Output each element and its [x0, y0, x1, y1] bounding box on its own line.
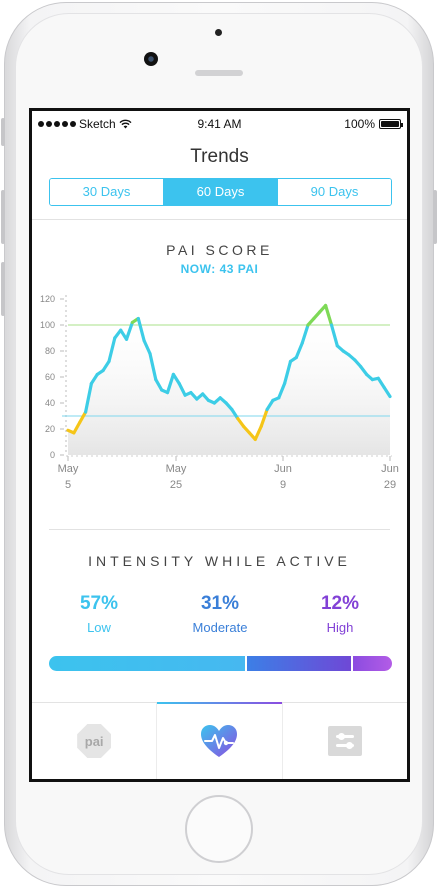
series-segment-40 — [300, 323, 310, 345]
y-tick-label-100: 100 — [40, 320, 55, 330]
y-tick-label-80: 80 — [45, 346, 55, 356]
wifi-icon — [119, 119, 132, 129]
stat-low-value: 57% — [79, 593, 119, 614]
signal-strength-icon — [38, 121, 76, 127]
series-segment-33 — [259, 407, 269, 428]
segment-60-days[interactable]: 60 Days — [163, 179, 277, 205]
series-segment-18 — [171, 372, 181, 386]
series-segment-39 — [294, 341, 304, 360]
series-segment-34 — [265, 398, 275, 412]
series-segment-15 — [154, 377, 164, 392]
x-tick-day-2: 9 — [280, 479, 286, 491]
y-tick-label-60: 60 — [45, 372, 55, 382]
x-tick-day-3: 29 — [384, 479, 396, 491]
x-tick-month-3: Jun — [381, 463, 399, 475]
pai-logo-icon: pai — [77, 724, 112, 758]
sensor-dot — [215, 29, 222, 36]
segment-30-days[interactable]: 30 Days — [50, 179, 163, 205]
status-time: 9:41 AM — [197, 117, 242, 131]
page-title: Trends — [190, 146, 249, 167]
tab-trends[interactable] — [156, 702, 282, 779]
series-segment-44 — [324, 303, 334, 327]
segment-90-days[interactable]: 90 Days — [277, 179, 391, 205]
series-segment-10 — [124, 320, 135, 341]
stat-high: 12% High — [280, 593, 400, 635]
mute-switch — [1, 118, 5, 146]
x-tick-month-1: May — [166, 463, 187, 475]
range-selector: 30 Days 60 Days 90 Days — [49, 178, 392, 206]
series-segment-53 — [376, 376, 386, 390]
series-segment-1 — [72, 420, 82, 435]
battery-icon — [379, 119, 403, 129]
series-segment-50 — [359, 364, 369, 377]
intensity-title: INTENSITY WHILE ACTIVE — [88, 553, 351, 569]
series-segment-54 — [382, 385, 392, 399]
series-segment-13 — [142, 338, 152, 356]
stat-high-value: 12% — [320, 593, 360, 614]
stat-moderate: 31% Moderate — [160, 593, 280, 635]
series-segment-32 — [253, 424, 263, 441]
series-segment-12 — [136, 316, 146, 343]
series-segment-7 — [107, 336, 117, 364]
intensity-bar-moderate — [244, 656, 351, 671]
tab-settings[interactable] — [281, 703, 407, 779]
carrier-group: Sketch — [38, 117, 132, 131]
y-tick-label-40: 40 — [45, 398, 55, 408]
x-tick-month-0: May — [58, 463, 79, 475]
settings-sliders-icon — [327, 726, 362, 756]
pai-score-title: PAI SCORE — [166, 242, 273, 258]
series-segment-19 — [177, 381, 187, 397]
battery-percent: 100% — [344, 117, 375, 131]
tab-bar: pai — [32, 702, 407, 779]
intensity-bar — [49, 656, 392, 671]
y-tick-label-120: 120 — [40, 294, 55, 304]
status-bar: Sketch 9:41 AM 100% — [32, 111, 407, 135]
intensity-bar-low — [49, 656, 245, 671]
stat-low-label: Low — [87, 620, 111, 635]
x-tick-month-2: Jun — [274, 463, 292, 475]
series-segment-37 — [283, 359, 293, 386]
x-tick-day-1: 25 — [170, 479, 182, 491]
home-button[interactable] — [185, 795, 253, 863]
y-tick-label-20: 20 — [45, 424, 55, 434]
series-segment-4 — [89, 372, 99, 386]
series-segment-29 — [236, 417, 246, 428]
volume-up-button — [1, 190, 5, 244]
series-segment-2 — [78, 410, 88, 425]
section-divider — [49, 529, 390, 530]
front-camera — [144, 52, 158, 66]
series-segment-28 — [230, 407, 240, 421]
battery-group: 100% — [344, 117, 403, 131]
series-segment-14 — [148, 351, 158, 382]
tab-pai[interactable]: pai — [32, 703, 156, 779]
stat-moderate-label: Moderate — [192, 620, 248, 635]
earpiece-speaker — [195, 70, 243, 76]
y-tick-label-0: 0 — [50, 450, 55, 460]
x-tick-day-0: 5 — [65, 479, 71, 491]
series-segment-36 — [277, 381, 287, 400]
intensity-bar-high — [350, 656, 392, 671]
header-divider — [32, 219, 407, 220]
series-segment-45 — [329, 323, 339, 348]
stat-moderate-value: 31% — [200, 593, 240, 614]
volume-down-button — [1, 262, 5, 316]
stat-high-label: High — [326, 620, 354, 635]
series-segment-17 — [165, 372, 175, 395]
chart-area-fill — [68, 305, 390, 455]
battery-fill — [381, 121, 399, 127]
current-pai-value: NOW: 43 PAI — [180, 262, 259, 276]
carrier-name: Sketch — [79, 117, 116, 131]
series-segment-6 — [101, 359, 111, 373]
app-screen: Sketch 9:41 AM 100% Trends 30 Days 60 Da… — [29, 108, 410, 782]
stat-low: 57% Low — [39, 593, 159, 635]
intensity-stats: 57% Low 31% Moderate 12% High — [32, 593, 407, 653]
heart-pulse-icon — [201, 725, 238, 757]
series-segment-3 — [83, 381, 94, 414]
power-button — [433, 190, 437, 244]
